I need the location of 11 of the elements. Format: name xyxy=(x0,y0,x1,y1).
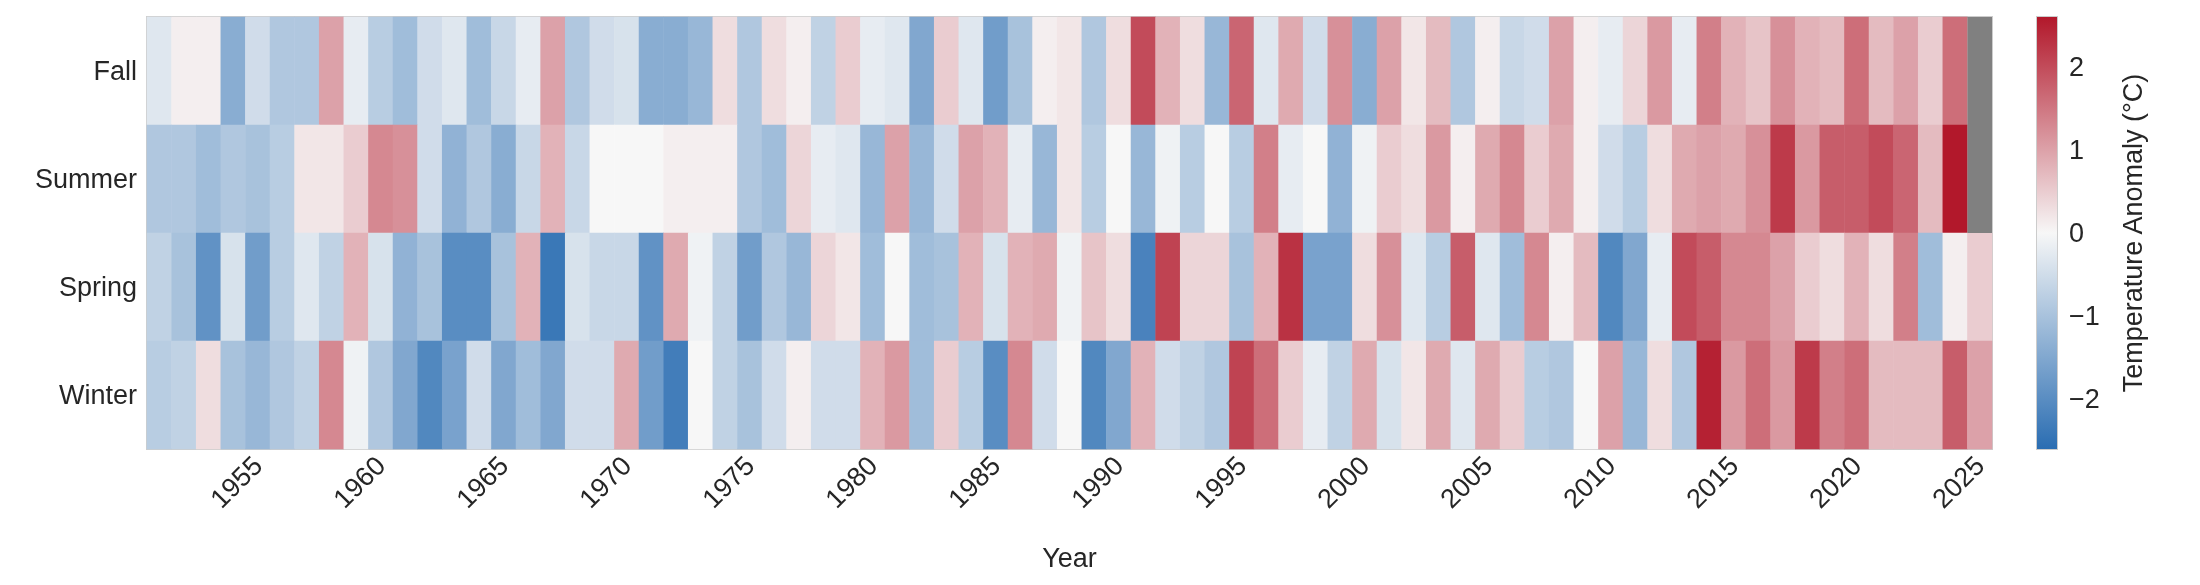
color-bar-label: 1 xyxy=(2069,134,2085,165)
color-bar-label: −2 xyxy=(2069,384,2100,415)
color-bar-label: −1 xyxy=(2069,301,2100,332)
x-axis-title: Year xyxy=(1042,542,1097,573)
color-bar-label: 0 xyxy=(2069,218,2085,248)
y-tick-label: Fall xyxy=(93,56,137,86)
y-tick-label: Spring xyxy=(58,272,137,302)
color-bar-label: 2 xyxy=(2069,51,2085,82)
y-tick-label: Winter xyxy=(58,380,137,410)
color-bar-title: Temperature Anomaly (°C) xyxy=(2117,73,2148,393)
y-tick-label: Summer xyxy=(34,164,138,194)
